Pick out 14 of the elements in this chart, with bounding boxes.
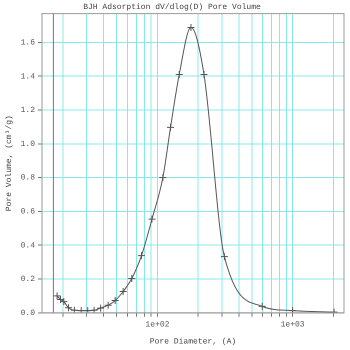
y-axis-title: Pore Volume, (cm³/g) [4, 115, 14, 212]
y-tick-label: 1.2 [20, 106, 36, 116]
y-tick-label: 1.4 [20, 72, 36, 82]
y-tick-label: 1.0 [20, 140, 36, 149]
x-tick-label: 1e+02 [145, 320, 170, 330]
y-tick-label: 0.2 [20, 275, 36, 284]
y-tick-label: 0.4 [20, 241, 36, 250]
y-tick-label: 0.8 [20, 174, 36, 183]
y-tick-label: 0.6 [20, 208, 36, 216]
x-tick-label: 1e+03 [280, 320, 305, 330]
chart-title: BJH Adsorption dV/dlog(D) Pore Volume [83, 2, 262, 12]
y-tick-label: 1.6 [20, 38, 36, 48]
y-tick-label: 0.0 [20, 308, 36, 318]
x-axis-title: Pore Diameter, (A) [150, 337, 236, 346]
